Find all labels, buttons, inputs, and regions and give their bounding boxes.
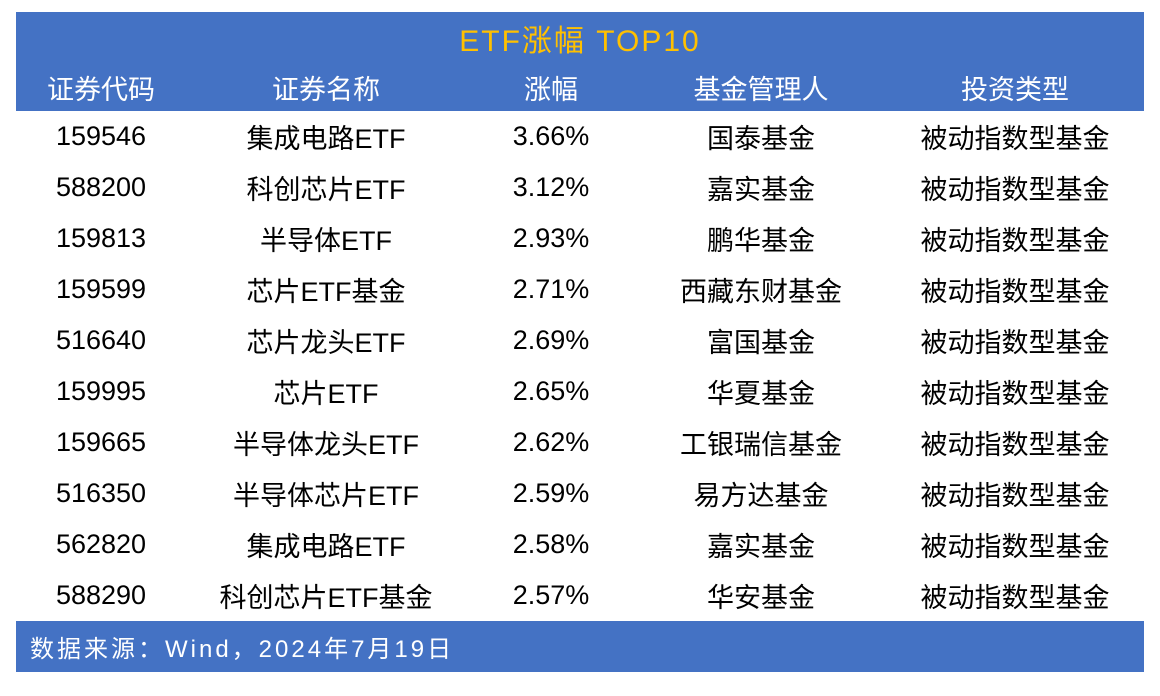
cell-change: 3.66%	[466, 117, 636, 156]
cell-code: 516350	[16, 474, 186, 513]
table-row: 159546集成电路ETF3.66%国泰基金被动指数型基金	[16, 111, 1144, 162]
cell-name: 集成电路ETF	[186, 117, 466, 156]
cell-code: 159665	[16, 423, 186, 462]
cell-name: 半导体芯片ETF	[186, 474, 466, 513]
cell-name: 芯片ETF	[186, 372, 466, 411]
cell-type: 被动指数型基金	[886, 576, 1144, 615]
table-row: 588200科创芯片ETF3.12%嘉实基金被动指数型基金	[16, 162, 1144, 213]
cell-name: 科创芯片ETF基金	[186, 576, 466, 615]
cell-code: 159995	[16, 372, 186, 411]
cell-type: 被动指数型基金	[886, 168, 1144, 207]
cell-code: 159546	[16, 117, 186, 156]
cell-type: 被动指数型基金	[886, 219, 1144, 258]
header-manager: 基金管理人	[636, 68, 886, 107]
table-row: 159599芯片ETF基金2.71%西藏东财基金被动指数型基金	[16, 264, 1144, 315]
cell-change: 2.57%	[466, 576, 636, 615]
cell-code: 516640	[16, 321, 186, 360]
cell-name: 半导体龙头ETF	[186, 423, 466, 462]
table-row: 588290科创芯片ETF基金2.57%华安基金被动指数型基金	[16, 570, 1144, 621]
cell-manager: 西藏东财基金	[636, 270, 886, 309]
cell-change: 2.69%	[466, 321, 636, 360]
cell-manager: 嘉实基金	[636, 525, 886, 564]
cell-manager: 国泰基金	[636, 117, 886, 156]
header-type: 投资类型	[886, 68, 1144, 107]
table-title: ETF涨幅 TOP10	[459, 25, 701, 58]
cell-manager: 嘉实基金	[636, 168, 886, 207]
table-row: 516350半导体芯片ETF2.59%易方达基金被动指数型基金	[16, 468, 1144, 519]
table-row: 562820集成电路ETF2.58%嘉实基金被动指数型基金	[16, 519, 1144, 570]
cell-manager: 工银瑞信基金	[636, 423, 886, 462]
cell-code: 562820	[16, 525, 186, 564]
cell-code: 588290	[16, 576, 186, 615]
header-code: 证券代码	[16, 68, 186, 107]
cell-name: 芯片ETF基金	[186, 270, 466, 309]
cell-code: 588200	[16, 168, 186, 207]
cell-change: 2.59%	[466, 474, 636, 513]
cell-name: 集成电路ETF	[186, 525, 466, 564]
cell-type: 被动指数型基金	[886, 423, 1144, 462]
table-row: 159995芯片ETF2.65%华夏基金被动指数型基金	[16, 366, 1144, 417]
cell-manager: 华安基金	[636, 576, 886, 615]
cell-change: 2.65%	[466, 372, 636, 411]
table-footer: 数据来源：Wind，2024年7月19日	[16, 621, 1144, 672]
cell-change: 3.12%	[466, 168, 636, 207]
cell-type: 被动指数型基金	[886, 474, 1144, 513]
header-change: 涨幅	[466, 68, 636, 107]
cell-change: 2.62%	[466, 423, 636, 462]
cell-change: 2.71%	[466, 270, 636, 309]
cell-manager: 鹏华基金	[636, 219, 886, 258]
cell-manager: 富国基金	[636, 321, 886, 360]
table-row: 516640芯片龙头ETF2.69%富国基金被动指数型基金	[16, 315, 1144, 366]
cell-name: 科创芯片ETF	[186, 168, 466, 207]
header-name: 证券名称	[186, 68, 466, 107]
cell-manager: 华夏基金	[636, 372, 886, 411]
cell-change: 2.93%	[466, 219, 636, 258]
cell-manager: 易方达基金	[636, 474, 886, 513]
cell-type: 被动指数型基金	[886, 321, 1144, 360]
cell-change: 2.58%	[466, 525, 636, 564]
cell-type: 被动指数型基金	[886, 525, 1144, 564]
cell-type: 被动指数型基金	[886, 372, 1144, 411]
cell-type: 被动指数型基金	[886, 270, 1144, 309]
table-body: 159546集成电路ETF3.66%国泰基金被动指数型基金588200科创芯片E…	[16, 111, 1144, 621]
etf-table: ETF涨幅 TOP10 证券代码 证券名称 涨幅 基金管理人 投资类型 1595…	[16, 12, 1144, 672]
cell-type: 被动指数型基金	[886, 117, 1144, 156]
cell-code: 159599	[16, 270, 186, 309]
table-row: 159665半导体龙头ETF2.62%工银瑞信基金被动指数型基金	[16, 417, 1144, 468]
cell-name: 芯片龙头ETF	[186, 321, 466, 360]
table-title-bar: ETF涨幅 TOP10	[16, 12, 1144, 64]
table-row: 159813半导体ETF2.93%鹏华基金被动指数型基金	[16, 213, 1144, 264]
cell-code: 159813	[16, 219, 186, 258]
table-header-row: 证券代码 证券名称 涨幅 基金管理人 投资类型	[16, 64, 1144, 111]
cell-name: 半导体ETF	[186, 219, 466, 258]
